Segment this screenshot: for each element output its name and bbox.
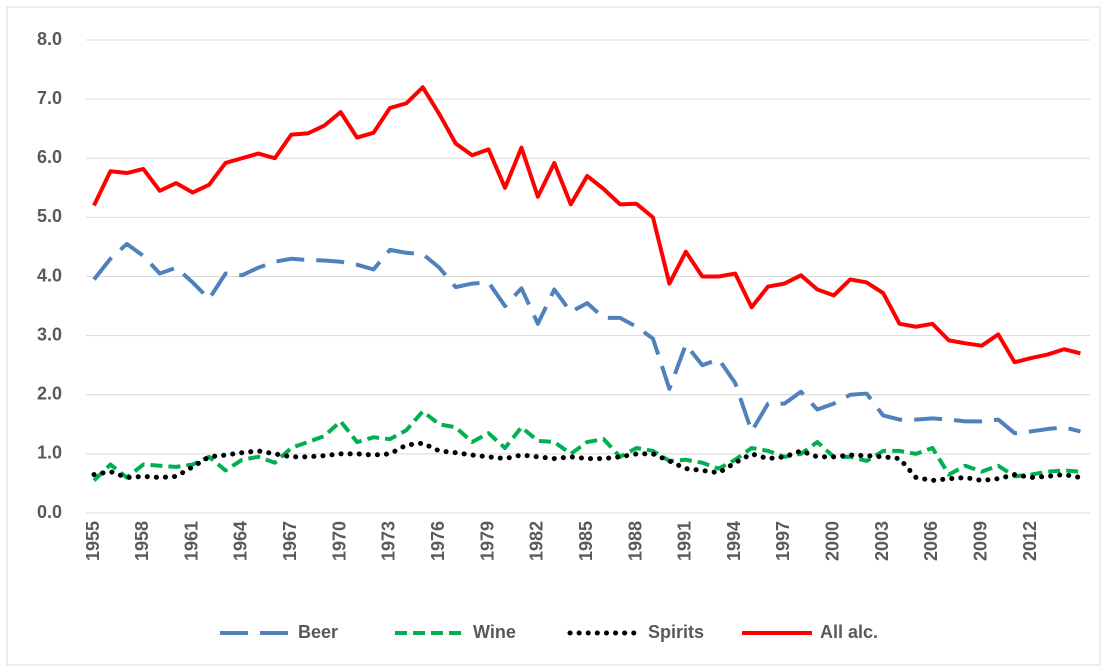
x-tick-label: 1970 xyxy=(329,521,349,561)
x-tick-label: 1967 xyxy=(280,521,300,561)
legend-label: Wine xyxy=(473,622,516,642)
y-tick-label: 2.0 xyxy=(37,384,62,404)
x-tick-label: 1982 xyxy=(527,521,547,561)
legend-label: Beer xyxy=(298,622,338,642)
y-tick-label: 1.0 xyxy=(37,443,62,463)
x-tick-label: 1985 xyxy=(576,521,596,561)
legend-label: Spirits xyxy=(648,622,704,642)
y-tick-label: 0.0 xyxy=(37,502,62,522)
x-tick-label: 1973 xyxy=(379,521,399,561)
x-tick-label: 1988 xyxy=(625,521,645,561)
x-tick-label: 2006 xyxy=(921,521,941,561)
y-tick-label: 7.0 xyxy=(37,88,62,108)
series-line xyxy=(92,409,1081,482)
y-tick-label: 8.0 xyxy=(37,29,62,49)
series-line xyxy=(92,241,1081,436)
x-tick-label: 1958 xyxy=(132,521,152,561)
y-tick-label: 6.0 xyxy=(37,147,62,167)
x-tick-label: 1991 xyxy=(675,521,695,561)
y-tick-label: 3.0 xyxy=(37,324,62,344)
x-tick-label: 1961 xyxy=(181,521,201,561)
series-line xyxy=(91,440,1083,483)
x-tick-label: 2003 xyxy=(872,521,892,561)
legend-label: All alc. xyxy=(820,622,878,642)
x-tick-label: 1994 xyxy=(724,521,744,561)
y-tick-label: 4.0 xyxy=(37,265,62,285)
y-tick-label: 5.0 xyxy=(37,206,62,226)
x-tick-label: 2012 xyxy=(1020,521,1040,561)
x-tick-label: 1964 xyxy=(231,521,251,561)
series-line xyxy=(92,85,1081,365)
x-tick-label: 2009 xyxy=(971,521,991,561)
x-tick-label: 1976 xyxy=(428,521,448,561)
x-tick-label: 2000 xyxy=(823,521,843,561)
x-tick-label: 1997 xyxy=(773,521,793,561)
x-tick-label: 1955 xyxy=(83,521,103,561)
x-tick-label: 1979 xyxy=(477,521,497,561)
